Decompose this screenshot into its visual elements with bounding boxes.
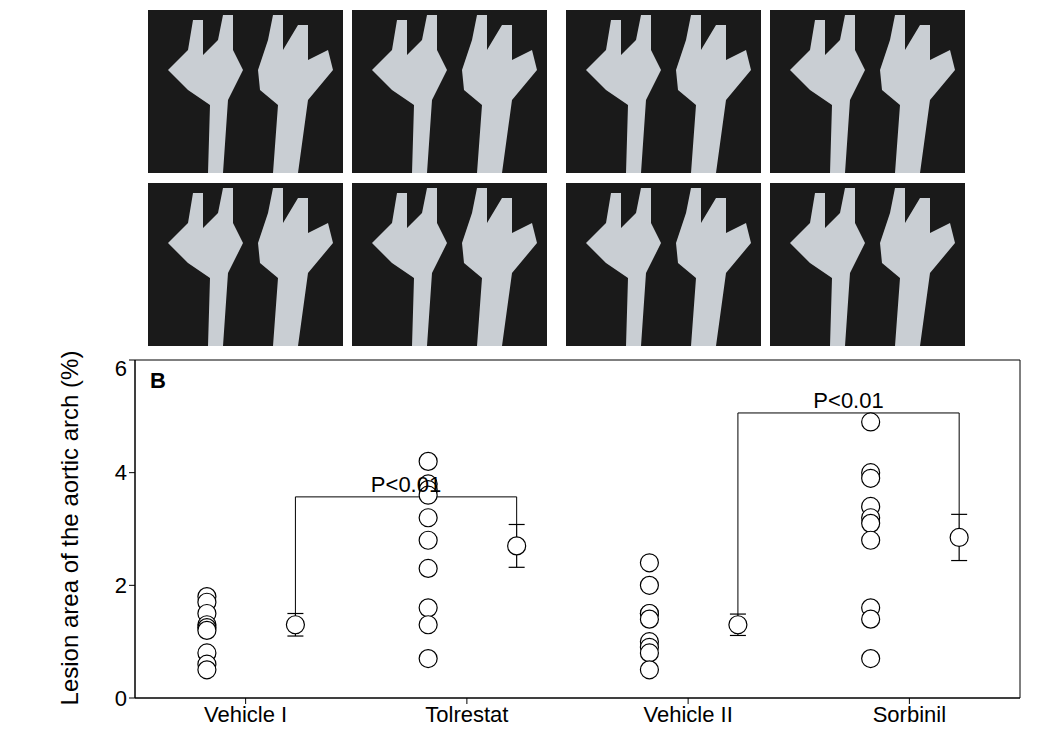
svg-text:Sorbinil: Sorbinil	[873, 702, 946, 727]
svg-text:Tolrestat: Tolrestat	[425, 702, 508, 727]
svg-text:P<0.01: P<0.01	[371, 472, 441, 497]
svg-text:Vehicle I: Vehicle I	[204, 702, 287, 727]
svg-text:P<0.01: P<0.01	[813, 388, 883, 413]
html-text:Lesion area of the aortic arch: Lesion area of the aortic arch (%)	[56, 350, 83, 706]
svg-text:2: 2	[115, 573, 127, 598]
svg-text:0: 0	[115, 686, 127, 711]
html-text:B: B	[150, 368, 166, 393]
svg-text:4: 4	[115, 460, 127, 485]
svg-text:6: 6	[115, 356, 127, 381]
svg-text:Vehicle II: Vehicle II	[643, 702, 732, 727]
